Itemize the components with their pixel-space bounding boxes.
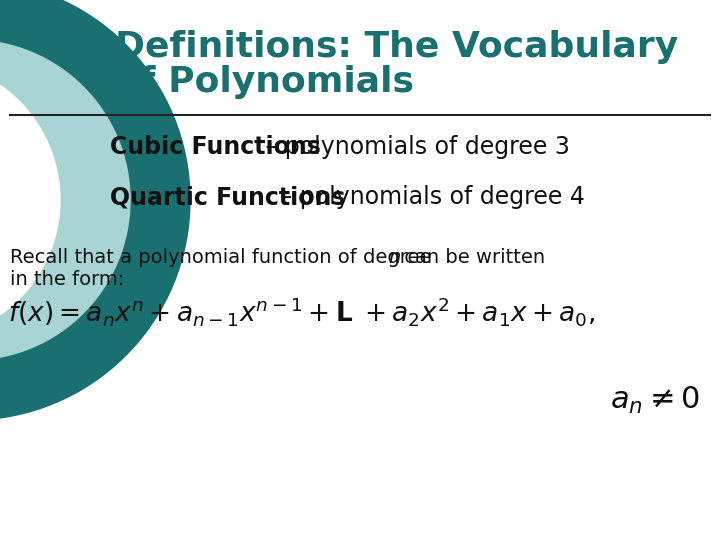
Text: – polynomials of degree 3: – polynomials of degree 3: [258, 135, 570, 159]
Text: n: n: [388, 248, 400, 267]
Circle shape: [0, 40, 130, 360]
Text: Recall that a polynomial function of degree: Recall that a polynomial function of deg…: [10, 248, 438, 267]
Text: of Polynomials: of Polynomials: [115, 65, 414, 99]
Text: can be written: can be written: [398, 248, 545, 267]
Text: $f\left(x\right)= a_n x^{n} + a_{n-1}x^{n-1} +\mathbf{L}\; + a_2 x^2 + a_1 x + a: $f\left(x\right)= a_n x^{n} + a_{n-1}x^{…: [8, 295, 595, 328]
Circle shape: [0, 0, 190, 420]
Text: Cubic Functions: Cubic Functions: [110, 135, 321, 159]
Circle shape: [0, 60, 60, 340]
Text: Definitions: The Vocabulary: Definitions: The Vocabulary: [115, 30, 678, 64]
Text: $a_n \neq 0$: $a_n \neq 0$: [610, 385, 700, 416]
Text: in the form:: in the form:: [10, 270, 125, 289]
Text: – polynomials of degree 4: – polynomials of degree 4: [273, 185, 585, 209]
Text: Quartic Functions: Quartic Functions: [110, 185, 346, 209]
